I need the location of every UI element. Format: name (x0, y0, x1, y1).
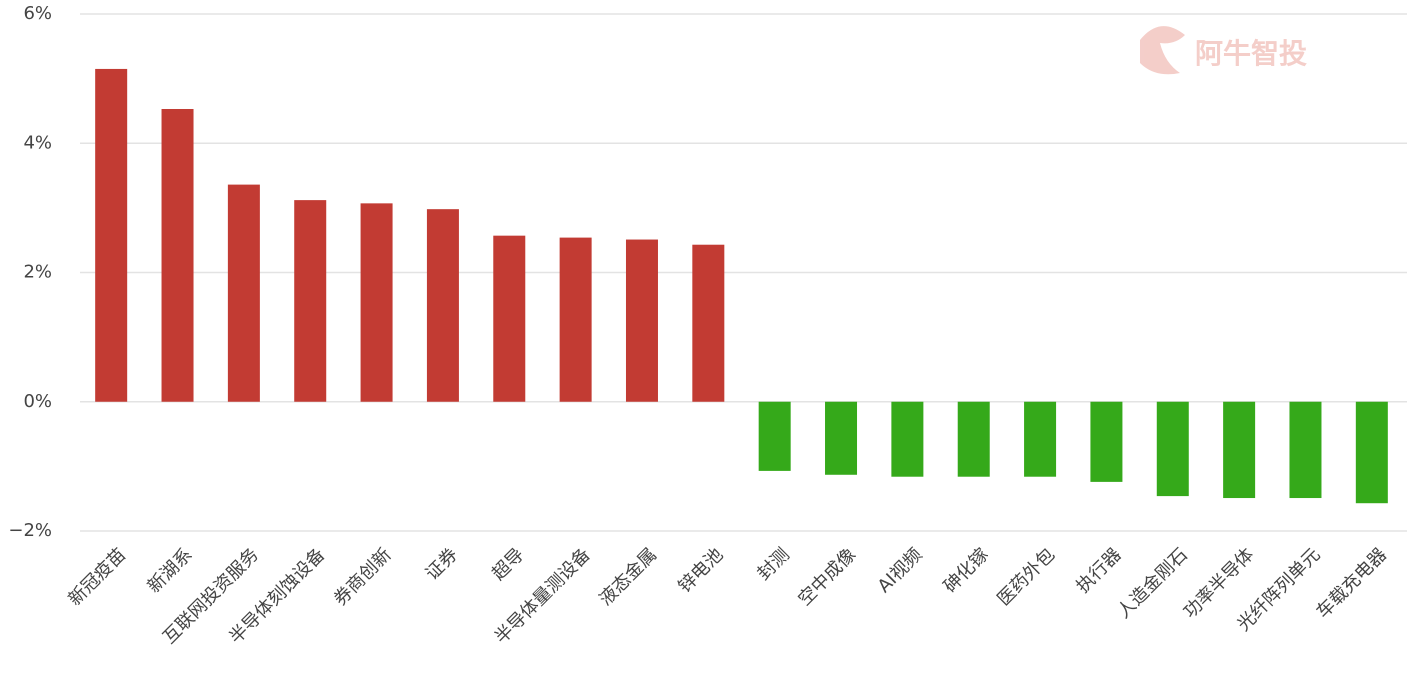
x-tick-label: AI视频 (874, 544, 927, 597)
watermark-logo (1140, 26, 1185, 75)
x-tick-label: 券商创新 (330, 544, 396, 610)
x-tick-label: 新冠疫苗 (64, 544, 130, 610)
bar (1355, 401, 1388, 504)
y-tick-label: 2% (23, 262, 52, 283)
bar (957, 401, 990, 477)
bar (1223, 401, 1256, 499)
y-tick-label: 6% (23, 3, 52, 24)
bar (95, 68, 128, 402)
x-tick-label: 砷化镓 (940, 544, 993, 597)
x-tick-label: 人造金刚石 (1113, 544, 1191, 622)
bar (692, 244, 725, 402)
x-tick-label: 车载充电器 (1312, 544, 1390, 622)
x-tick-label: 锌电池 (674, 544, 727, 597)
x-tick-label: 医药外包 (993, 544, 1059, 610)
bar (294, 200, 327, 402)
bar (559, 237, 592, 402)
bar (891, 401, 924, 477)
bar (825, 401, 858, 475)
bar (493, 235, 526, 402)
bar (758, 401, 791, 471)
watermark-text: 阿牛智投 (1195, 37, 1307, 70)
x-tick-label: 封测 (753, 544, 793, 584)
bar (360, 203, 393, 402)
x-tick-label: 证券 (422, 544, 462, 584)
bar (1090, 401, 1123, 482)
bar (625, 239, 658, 402)
bar (227, 184, 260, 402)
y-tick-label: −2% (8, 520, 52, 541)
x-tick-label: 液态金属 (595, 544, 661, 610)
y-tick-label: 0% (23, 391, 52, 412)
x-tick-label: 空中成像 (794, 544, 860, 610)
y-tick-label: 4% (23, 132, 52, 153)
x-tick-label: 超导 (488, 544, 528, 584)
bar (161, 108, 194, 402)
x-tick-label: 执行器 (1072, 544, 1125, 597)
bar (426, 209, 459, 402)
watermark: 阿牛智投 (1140, 26, 1307, 75)
bar (1289, 401, 1322, 499)
bar (1024, 401, 1057, 477)
x-tick-label: 新湖系 (144, 544, 197, 597)
bar (1156, 401, 1189, 497)
